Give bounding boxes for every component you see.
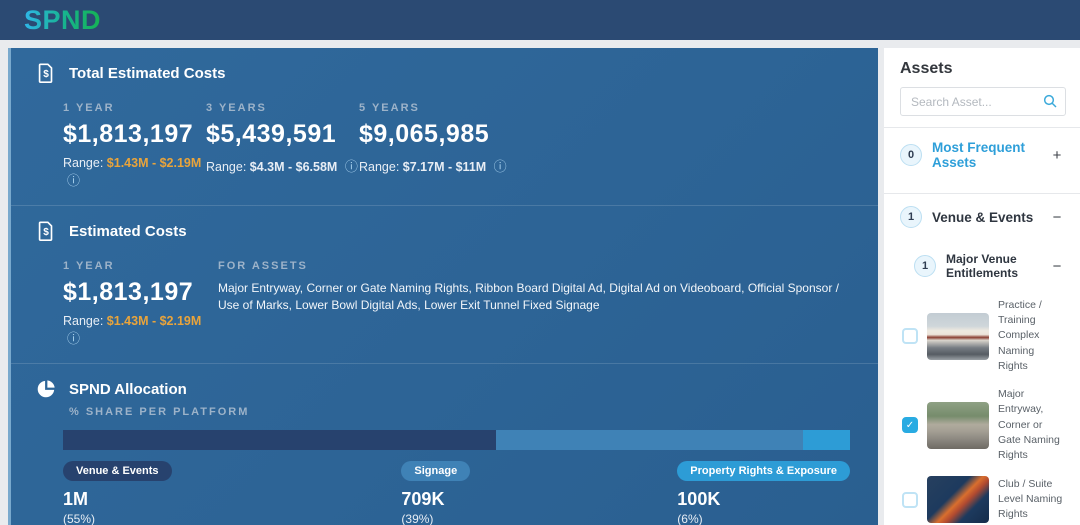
asset-item[interactable]: ✓ Practice / Training Complex Naming Rig… xyxy=(902,298,1066,374)
for-assets-label: FOR ASSETS xyxy=(218,260,308,272)
period-label: 3 YEARS xyxy=(206,102,267,114)
estimated-costs-section: $ Estimated Costs 1 YEAR $1,813,197 Rang… xyxy=(11,205,878,363)
cost-column-1-year: 1 YEAR $1,813,197 Range: $1.43M - $2.19M… xyxy=(63,260,218,347)
bar-segment-venue-events[interactable] xyxy=(63,430,496,450)
assets-sidebar: Assets 0 Most Frequent Assets + 1 Venue … xyxy=(884,48,1080,525)
sidebar-group-venue-events[interactable]: 1 Venue & Events − xyxy=(900,194,1066,240)
total-estimated-costs-section: $ Total Estimated Costs 1 YEAR $1,813,19… xyxy=(11,48,878,205)
collapse-minus-icon[interactable]: − xyxy=(1052,208,1062,226)
platform-pill[interactable]: Venue & Events xyxy=(63,461,172,481)
range-value: $7.17M - $11M xyxy=(402,160,487,174)
asset-thumbnail xyxy=(927,312,989,360)
spnd-allocation-section: SPND Allocation % SHARE PER PLATFORM Ven… xyxy=(11,363,878,525)
period-label: 1 YEAR xyxy=(63,102,115,114)
platform-percent: (39%) xyxy=(401,512,434,525)
svg-text:$: $ xyxy=(43,69,49,80)
expand-plus-icon[interactable]: + xyxy=(1052,146,1062,164)
asset-thumbnail xyxy=(927,401,989,449)
range-value: $1.43M - $2.19M xyxy=(106,314,202,328)
platform-value: 1M xyxy=(63,489,89,509)
platform-pill[interactable]: Signage xyxy=(401,461,471,481)
platform-pill[interactable]: Property Rights & Exposure xyxy=(677,461,850,481)
svg-text:$: $ xyxy=(43,227,49,238)
section-title: Estimated Costs xyxy=(69,222,187,240)
platform-value: 709K xyxy=(401,489,445,509)
for-assets-block: FOR ASSETS Major Entryway, Corner or Gat… xyxy=(218,260,852,347)
pie-chart-icon xyxy=(35,378,57,400)
asset-item[interactable]: ✓ Club / Suite Level Naming Rights xyxy=(902,476,1066,524)
cost-value: $9,065,985 xyxy=(359,120,490,148)
info-icon[interactable]: ⓘ xyxy=(344,159,358,174)
cost-range: Range: $7.17M - $11M ⓘ xyxy=(359,159,507,174)
allocation-group-property-rights: Property Rights & Exposure 100K (6%) xyxy=(677,461,850,525)
cost-value: $1,813,197 xyxy=(63,278,194,306)
count-badge: 0 xyxy=(900,144,922,166)
cost-column-1-year: 1 YEAR $1,813,197 Range: $1.43M - $2.19M… xyxy=(63,102,206,189)
asset-checkbox[interactable]: ✓ xyxy=(902,328,918,345)
count-badge: 1 xyxy=(900,206,922,228)
range-value: $4.3M - $6.58M xyxy=(249,160,338,174)
divider xyxy=(884,127,1080,128)
section-title: SPND Allocation xyxy=(69,380,187,398)
sidebar-group-major-venue-entitlements[interactable]: 1 Major Venue Entitlements − xyxy=(900,240,1066,292)
allocation-group-venue-events: Venue & Events 1M (55%) xyxy=(63,461,172,525)
sidebar-title: Assets xyxy=(900,60,953,77)
asset-checkbox[interactable]: ✓ xyxy=(902,491,918,508)
dashboard-panel: $ Total Estimated Costs 1 YEAR $1,813,19… xyxy=(8,48,878,525)
allocation-subtitle: % SHARE PER PLATFORM xyxy=(69,406,250,418)
allocation-group-signage: Signage 709K (39%) xyxy=(401,461,471,525)
platform-percent: (6%) xyxy=(677,512,703,525)
cost-range: Range: $1.43M - $2.19M ⓘ xyxy=(63,156,202,188)
cost-column-5-years: 5 YEARS $9,065,985 Range: $7.17M - $11M … xyxy=(359,102,507,189)
section-title: Total Estimated Costs xyxy=(69,64,226,82)
cost-value: $1,813,197 xyxy=(63,120,194,148)
period-label: 5 YEARS xyxy=(359,102,420,114)
divider xyxy=(884,193,1080,194)
asset-item[interactable]: ✓ Major Entryway, Corner or Gate Naming … xyxy=(902,387,1066,463)
cost-range: Range: $4.3M - $6.58M ⓘ xyxy=(206,159,358,174)
search-icon[interactable] xyxy=(1042,93,1058,109)
period-label: 1 YEAR xyxy=(63,260,115,272)
sidebar-group-most-frequent-assets[interactable]: 0 Most Frequent Assets + xyxy=(900,128,1066,182)
collapse-minus-icon[interactable]: − xyxy=(1052,257,1062,275)
asset-search-input[interactable] xyxy=(900,87,1066,116)
top-navbar: SPND xyxy=(0,0,1080,40)
info-icon[interactable]: ⓘ xyxy=(493,159,507,174)
cost-column-3-years: 3 YEARS $5,439,591 Range: $4.3M - $6.58M… xyxy=(206,102,359,189)
range-value: $1.43M - $2.19M xyxy=(106,156,202,170)
document-dollar-icon: $ xyxy=(35,220,57,242)
bar-segment-property-rights[interactable] xyxy=(802,430,850,450)
info-icon[interactable]: ⓘ xyxy=(67,173,81,188)
spnd-logo[interactable]: SPND xyxy=(24,4,102,35)
asset-list: ✓ Practice / Training Complex Naming Rig… xyxy=(900,292,1066,525)
document-dollar-icon: $ xyxy=(35,62,57,84)
bar-segment-signage[interactable] xyxy=(495,430,803,450)
asset-checkbox[interactable]: ✓ xyxy=(902,417,918,434)
allocation-stacked-bar[interactable] xyxy=(63,430,850,450)
asset-thumbnail xyxy=(927,476,989,524)
info-icon[interactable]: ⓘ xyxy=(67,331,81,346)
count-badge: 1 xyxy=(914,255,936,277)
platform-value: 100K xyxy=(677,489,721,509)
cost-value: $5,439,591 xyxy=(206,120,337,148)
cost-range: Range: $1.43M - $2.19M ⓘ xyxy=(63,314,202,346)
platform-percent: (55%) xyxy=(63,512,96,525)
for-assets-text: Major Entryway, Corner or Gate Naming Ri… xyxy=(218,281,839,313)
